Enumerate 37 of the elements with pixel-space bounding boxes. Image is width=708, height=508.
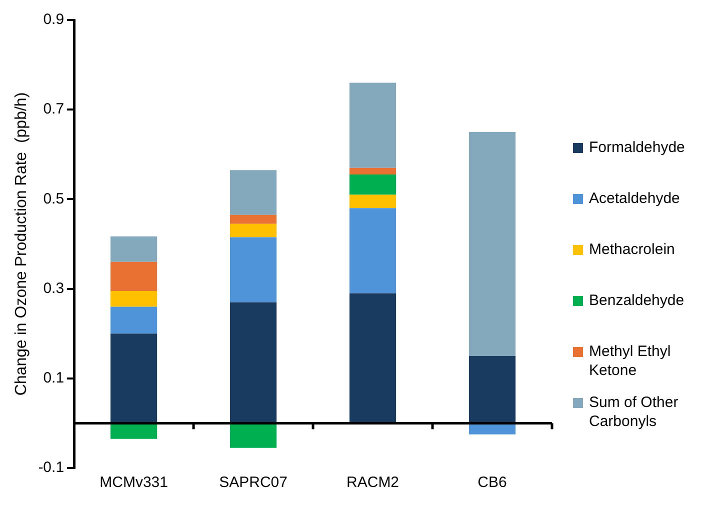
legend-label: Methyl Ethyl Ketone [589, 342, 672, 380]
legend-label: Sum of Other Carbonyls [589, 393, 680, 431]
legend-label: Methacrolein [589, 240, 675, 259]
bar [110, 423, 158, 439]
bar [230, 214, 277, 224]
bar [230, 302, 277, 424]
y-tick-label: 0.1 [43, 370, 64, 387]
bar [349, 194, 396, 208]
bar [230, 423, 277, 448]
y-axis-title: Change in Ozone Production Rate (ppb/h) [13, 92, 30, 396]
y-tick-label: -0.1 [38, 459, 64, 476]
bar [349, 293, 396, 424]
bar [110, 306, 158, 334]
legend-label: Acetaldehyde [589, 189, 680, 208]
bar [349, 82, 396, 168]
legend-label: Benzaldehyde [589, 291, 684, 310]
y-tick-label: 0.9 [43, 11, 64, 28]
y-tick-label: 0.3 [43, 280, 64, 297]
x-tick-label: CB6 [478, 474, 507, 492]
x-tick-label: MCMv331 [100, 474, 168, 492]
bar [349, 174, 396, 195]
bar [110, 291, 158, 307]
x-tick-label: SAPRC07 [219, 474, 288, 492]
bar [230, 237, 277, 302]
legend-label: Formaldehyde [589, 138, 685, 157]
bar [110, 236, 158, 262]
x-tick-label: RACM2 [346, 474, 400, 492]
bar [110, 334, 158, 424]
bar [468, 356, 516, 424]
bar [349, 168, 396, 175]
bar [110, 262, 158, 292]
bar [230, 224, 277, 238]
y-tick-label: 0.7 [43, 100, 64, 118]
bar [230, 170, 277, 215]
y-tick-label: 0.5 [43, 190, 64, 208]
bar [468, 132, 516, 356]
bar [349, 208, 396, 294]
